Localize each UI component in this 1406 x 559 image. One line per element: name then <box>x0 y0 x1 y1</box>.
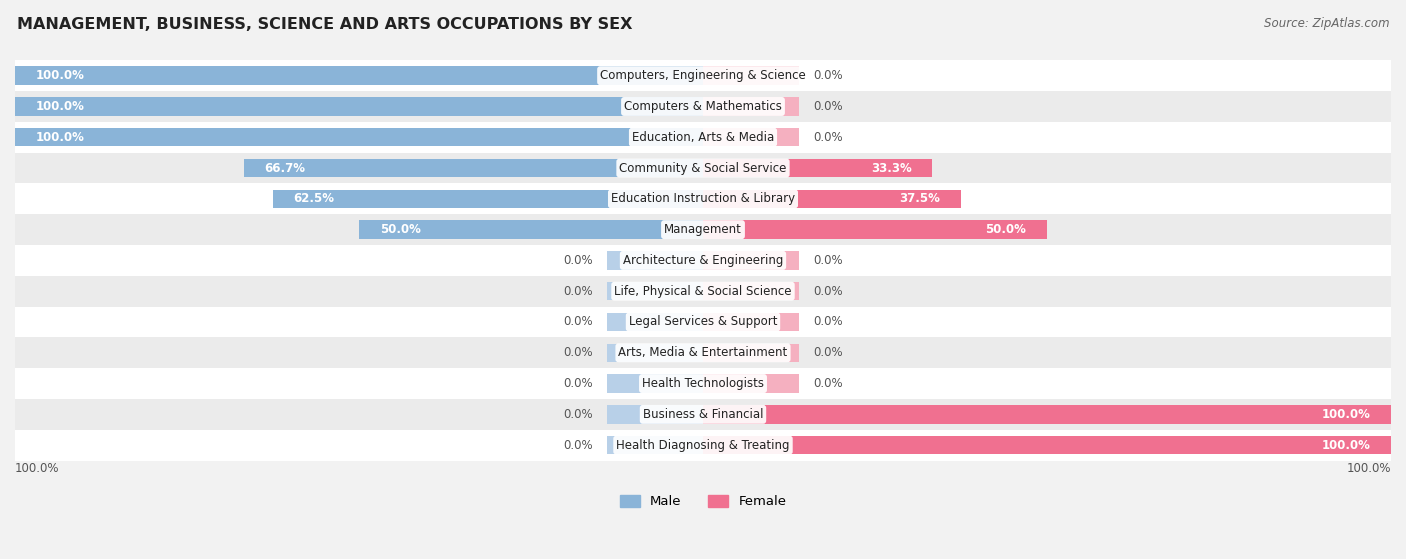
Bar <box>273 190 703 208</box>
Text: 0.0%: 0.0% <box>564 377 593 390</box>
Bar <box>15 183 1391 214</box>
Text: MANAGEMENT, BUSINESS, SCIENCE AND ARTS OCCUPATIONS BY SEX: MANAGEMENT, BUSINESS, SCIENCE AND ARTS O… <box>17 17 633 32</box>
Text: 100.0%: 100.0% <box>35 69 84 82</box>
Legend: Male, Female: Male, Female <box>614 490 792 514</box>
Bar <box>703 375 800 393</box>
Bar <box>703 67 800 85</box>
Text: 0.0%: 0.0% <box>564 439 593 452</box>
Text: Computers, Engineering & Science: Computers, Engineering & Science <box>600 69 806 82</box>
Bar <box>15 153 1391 183</box>
Text: Education Instruction & Library: Education Instruction & Library <box>612 192 794 205</box>
Bar <box>15 60 1391 91</box>
Bar <box>703 282 800 300</box>
Bar <box>245 159 703 177</box>
Text: Business & Financial: Business & Financial <box>643 408 763 421</box>
Text: 100.0%: 100.0% <box>35 131 84 144</box>
Text: 100.0%: 100.0% <box>15 462 59 475</box>
Bar <box>703 97 800 116</box>
Text: 100.0%: 100.0% <box>1347 462 1391 475</box>
Text: 0.0%: 0.0% <box>813 346 842 359</box>
Text: Health Technologists: Health Technologists <box>643 377 763 390</box>
Text: Education, Arts & Media: Education, Arts & Media <box>631 131 775 144</box>
Text: 0.0%: 0.0% <box>813 69 842 82</box>
Text: 100.0%: 100.0% <box>1322 408 1371 421</box>
Text: Computers & Mathematics: Computers & Mathematics <box>624 100 782 113</box>
Bar <box>15 338 1391 368</box>
Text: Health Diagnosing & Treating: Health Diagnosing & Treating <box>616 439 790 452</box>
Text: Management: Management <box>664 223 742 236</box>
Bar <box>15 276 1391 306</box>
Bar <box>703 190 960 208</box>
Text: Community & Social Service: Community & Social Service <box>619 162 787 174</box>
Bar <box>15 306 1391 338</box>
Bar <box>703 251 800 269</box>
Text: 0.0%: 0.0% <box>813 315 842 329</box>
Bar <box>703 159 932 177</box>
Bar <box>606 251 703 269</box>
Text: Life, Physical & Social Science: Life, Physical & Social Science <box>614 285 792 298</box>
Text: 0.0%: 0.0% <box>564 346 593 359</box>
Bar <box>15 214 1391 245</box>
Text: 0.0%: 0.0% <box>564 254 593 267</box>
Text: 100.0%: 100.0% <box>35 100 84 113</box>
Bar <box>703 312 800 331</box>
Text: 37.5%: 37.5% <box>900 192 941 205</box>
Text: Source: ZipAtlas.com: Source: ZipAtlas.com <box>1264 17 1389 30</box>
Text: 100.0%: 100.0% <box>1322 439 1371 452</box>
Bar <box>606 312 703 331</box>
Text: 62.5%: 62.5% <box>294 192 335 205</box>
Bar <box>606 375 703 393</box>
Bar <box>15 67 703 85</box>
Text: 33.3%: 33.3% <box>870 162 911 174</box>
Bar <box>703 436 1391 454</box>
Bar <box>703 128 800 146</box>
Text: Arts, Media & Entertainment: Arts, Media & Entertainment <box>619 346 787 359</box>
Text: Architecture & Engineering: Architecture & Engineering <box>623 254 783 267</box>
Bar <box>15 91 1391 122</box>
Text: 50.0%: 50.0% <box>986 223 1026 236</box>
Bar <box>606 405 703 424</box>
Bar <box>703 344 800 362</box>
Bar <box>15 368 1391 399</box>
Bar <box>15 430 1391 461</box>
Text: 50.0%: 50.0% <box>380 223 420 236</box>
Text: 0.0%: 0.0% <box>564 315 593 329</box>
Bar <box>15 122 1391 153</box>
Bar <box>703 405 1391 424</box>
Text: 0.0%: 0.0% <box>813 377 842 390</box>
Text: 0.0%: 0.0% <box>813 131 842 144</box>
Bar <box>606 436 703 454</box>
Bar <box>359 220 703 239</box>
Bar <box>15 399 1391 430</box>
Text: Legal Services & Support: Legal Services & Support <box>628 315 778 329</box>
Text: 0.0%: 0.0% <box>564 285 593 298</box>
Text: 0.0%: 0.0% <box>813 285 842 298</box>
Text: 0.0%: 0.0% <box>813 100 842 113</box>
Bar <box>703 220 1047 239</box>
Bar <box>15 128 703 146</box>
Text: 0.0%: 0.0% <box>564 408 593 421</box>
Bar <box>606 344 703 362</box>
Bar <box>15 97 703 116</box>
Bar <box>15 245 1391 276</box>
Text: 0.0%: 0.0% <box>813 254 842 267</box>
Text: 66.7%: 66.7% <box>264 162 305 174</box>
Bar <box>606 282 703 300</box>
